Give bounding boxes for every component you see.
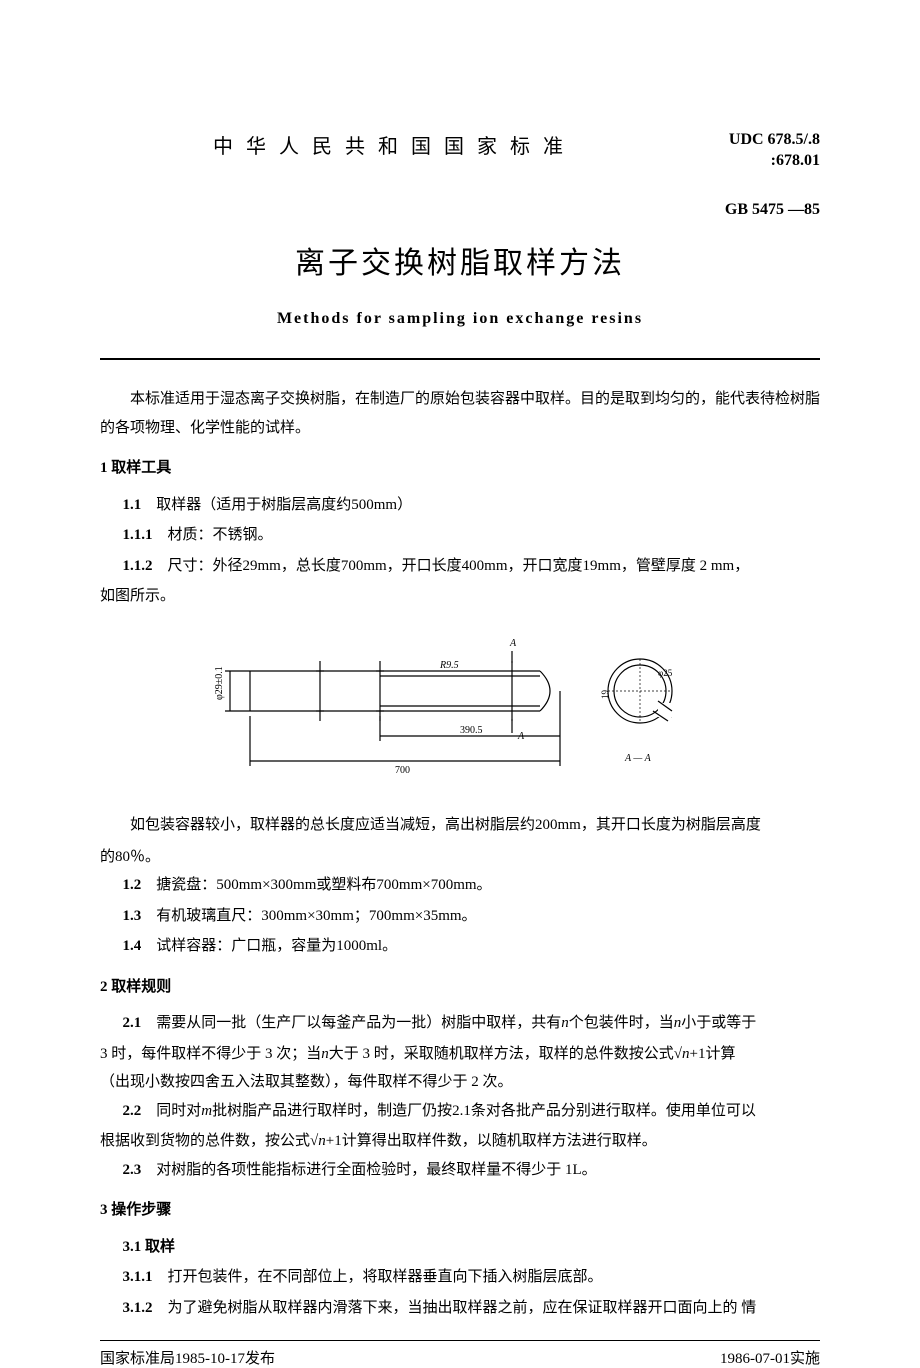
diagram-dim-phi25: φ25	[658, 668, 673, 678]
after-figure-text-1: 如包装容器较小，取样器的总长度应适当减短，高出树脂层约200mm，其开口长度为树…	[130, 817, 761, 833]
clause-1-1: 1.1 取样器（适用于树脂层高度约500mm）	[123, 491, 821, 520]
c22-b: 批树脂产品进行取样时，制造厂仍按2.1条对各批产品分别进行取样。使用单位可以	[212, 1103, 756, 1119]
sampler-diagram: A A R9.5 700 390.5 φ29±0.1 19 φ25 A — A	[100, 621, 820, 802]
clause-2-2-line2: 根据收到货物的总件数，按公式√n+1计算得出取样件数，以随机取样方法进行取样。	[100, 1127, 820, 1156]
clause-3-1-2-text: 为了避免树脂从取样器内滑落下来，当抽出取样器之前，应在保证取样器开口面向上的 情	[168, 1300, 757, 1316]
udc-code-2: :678.01	[680, 151, 820, 172]
clause-2-3: 2.3 对树脂的各项性能指标进行全面检验时，最终取样量不得少于 1L。	[123, 1156, 821, 1185]
clause-1-2-text: 搪瓷盘：500mm×300mm或塑料布700mm×700mm。	[156, 877, 491, 893]
clause-1-1-text: 取样器（适用于树脂层高度约500mm）	[156, 497, 412, 513]
clause-2-2: 2.2 同时对m批树脂产品进行取样时，制造厂仍按2.1条对各批产品分别进行取样。…	[123, 1097, 821, 1126]
footer-rule	[100, 1340, 820, 1341]
clause-1-1-1: 1.1.1 材质：不锈钢。	[123, 521, 821, 550]
document-footer: 国家标准局1985-10-17发布 1986-07-01实施	[100, 1347, 820, 1368]
header-rule	[100, 358, 820, 360]
footer-publish-date: 国家标准局1985-10-17发布	[100, 1347, 275, 1368]
clause-1-2: 1.2 搪瓷盘：500mm×300mm或塑料布700mm×700mm。	[123, 871, 821, 900]
udc-code-1: UDC 678.5/.8	[680, 130, 820, 151]
clause-1-3-text: 有机玻璃直尺：300mm×30mm；700mm×35mm。	[156, 908, 476, 924]
clause-2-1-line3: （出现小数按四舍五入法取其整数），每件取样不得少于 2 次。	[100, 1068, 820, 1097]
header-codes: UDC 678.5/.8 :678.01 GB 5475 —85	[680, 130, 820, 220]
after-figure-para-2: 的80％。	[100, 843, 820, 872]
title-block: 离子交换树脂取样方法 Methods for sampling ion exch…	[100, 238, 820, 328]
diagram-dim-700: 700	[395, 765, 410, 776]
section-2-head: 2 取样规则	[100, 973, 820, 1002]
c22-a: 同时对	[156, 1103, 201, 1119]
clause-1-1-2: 1.1.2 尺寸：外径29mm，总长度700mm，开口长度400mm，开口宽度1…	[123, 552, 821, 581]
title-english: Methods for sampling ion exchange resins	[100, 310, 820, 328]
after-figure-para: 如包装容器较小，取样器的总长度应适当减短，高出树脂层约200mm，其开口长度为树…	[100, 811, 820, 840]
c21-a: 需要从同一批（生产厂以每釜产品为一批）树脂中取样，共有	[156, 1015, 561, 1031]
diagram-dim-19: 19	[600, 689, 610, 699]
clause-2-1: 2.1 需要从同一批（生产厂以每釜产品为一批）树脂中取样，共有n个包装件时，当n…	[123, 1009, 821, 1038]
diagram-dim-phi29: φ29±0.1	[214, 666, 225, 700]
diagram-label-R: R9.5	[439, 660, 459, 671]
diagram-label-A-bot: A	[517, 731, 525, 742]
clause-1-4: 1.4 试样容器：广口瓶，容量为1000ml。	[123, 932, 821, 961]
clause-3-1: 3.1 取样	[123, 1233, 821, 1262]
diagram-svg: A A R9.5 700 390.5 φ29±0.1 19 φ25 A — A	[210, 621, 710, 791]
issuing-org: 中 华 人 民 共 和 国 国 家 标 准	[100, 130, 680, 159]
clause-1-1-1-text: 材质：不锈钢。	[168, 527, 273, 543]
intro-paragraph: 本标准适用于湿态离子交换树脂，在制造厂的原始包装容器中取样。目的是取到均匀的，能…	[100, 385, 820, 442]
clause-1-1-2-cont: 如图所示。	[100, 582, 820, 611]
diagram-label-A-top: A	[509, 638, 517, 649]
c21-l2b: 大于 3 时，采取随机取样方法，取样的总件数按公式	[329, 1046, 674, 1062]
c21-b: 个包装件时，当	[569, 1015, 674, 1031]
clause-1-1-2-text: 尺寸：外径29mm，总长度700mm，开口长度400mm，开口宽度19mm，管壁…	[168, 558, 750, 574]
document-header: 中 华 人 民 共 和 国 国 家 标 准 UDC 678.5/.8 :678.…	[100, 130, 820, 220]
header-center: 中 华 人 民 共 和 国 国 家 标 准	[100, 130, 680, 184]
clause-2-1-line2: 3 时，每件取样不得少于 3 次；当n大于 3 时，采取随机取样方法，取样的总件…	[100, 1040, 820, 1069]
section-1-head: 1 取样工具	[100, 454, 820, 483]
title-chinese: 离子交换树脂取样方法	[100, 238, 820, 282]
c22-l2a: 根据收到货物的总件数，按公式	[100, 1133, 310, 1149]
diagram-section-label: A — A	[624, 753, 652, 764]
c21-l2a: 3 时，每件取样不得少于 3 次；当	[100, 1046, 321, 1062]
footer-effective-date: 1986-07-01实施	[720, 1347, 820, 1368]
clause-2-3-text: 对树脂的各项性能指标进行全面检验时，最终取样量不得少于 1L。	[156, 1162, 596, 1178]
section-3-head: 3 操作步骤	[100, 1196, 820, 1225]
c22-l2b: +1计算得出取样件数，以随机取样方法进行取样。	[326, 1133, 657, 1149]
clause-3-1-2: 3.1.2 为了避免树脂从取样器内滑落下来，当抽出取样器之前，应在保证取样器开口…	[123, 1294, 821, 1323]
c21-c: 小于或等于	[681, 1015, 756, 1031]
document-body: 本标准适用于湿态离子交换树脂，在制造厂的原始包装容器中取样。目的是取到均匀的，能…	[100, 385, 820, 1322]
clause-1-3: 1.3 有机玻璃直尺：300mm×30mm；700mm×35mm。	[123, 902, 821, 931]
clause-3-1-1-text: 打开包装件，在不同部位上，将取样器垂直向下插入树脂层底部。	[168, 1269, 603, 1285]
clause-3-1-1: 3.1.1 打开包装件，在不同部位上，将取样器垂直向下插入树脂层底部。	[123, 1263, 821, 1292]
diagram-dim-390: 390.5	[460, 725, 483, 736]
c21-l2c: +1计算	[690, 1046, 736, 1062]
clause-1-4-text: 试样容器：广口瓶，容量为1000ml。	[156, 938, 397, 954]
gb-code: GB 5475 —85	[680, 200, 820, 221]
